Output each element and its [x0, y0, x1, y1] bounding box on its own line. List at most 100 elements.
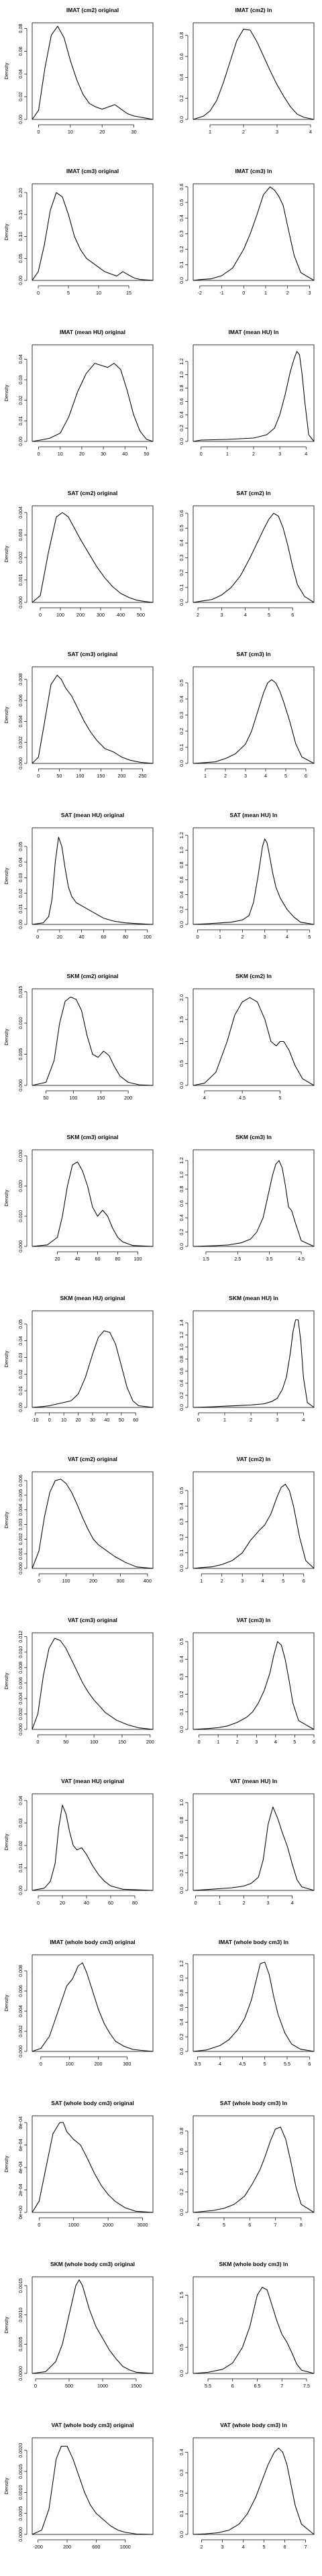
- y-tick-label: 0.006: [17, 1985, 23, 1997]
- y-tick-label: 0.004: [17, 506, 23, 519]
- x-tick-label: 200: [63, 2544, 71, 2550]
- x-tick-label: 50: [119, 1417, 124, 1423]
- x-tick-label: -2: [198, 290, 202, 296]
- y-tick-label: 0.6: [178, 398, 184, 405]
- density-curve: [193, 1160, 315, 1247]
- plot-frame: [193, 1149, 315, 1247]
- y-tick-label: 0.8: [178, 2128, 184, 2135]
- x-tick-label: 2: [286, 290, 289, 296]
- y-tick-label: 0.8: [178, 1990, 184, 1996]
- y-tick-label: 0.0: [178, 760, 184, 767]
- y-tick-label: 0.04: [17, 69, 23, 78]
- y-tick-label: 0.000: [17, 1562, 23, 1574]
- density-panel: SKM (cm2) original 50 100 150 200 0.000 0.005 0…: [3, 973, 154, 1101]
- x-tick-label: 2: [243, 1900, 246, 1906]
- panel-title: IMAT (whole body cm3) original: [50, 1939, 135, 1945]
- density-curve: [193, 2447, 315, 2535]
- x-tick-label: 300: [116, 1578, 124, 1584]
- density-curve: [193, 186, 315, 281]
- panel-title: VAT (mean HU) ln: [230, 1778, 278, 1784]
- density-panel: IMAT (cm3) original 0 5 10 15 0.00 0.05 0.10 0.1…: [3, 168, 154, 296]
- x-tick-label: 4.5: [239, 1095, 246, 1101]
- x-tick-label: 5.5: [284, 2061, 290, 2067]
- y-tick-label: 0.0010: [17, 2308, 23, 2322]
- x-tick-label: 4: [241, 2544, 244, 2550]
- density-curve: [193, 1807, 315, 1891]
- x-tick-label: 40: [75, 1256, 80, 1262]
- density-curve: [32, 837, 154, 925]
- x-tick-label: 5: [308, 934, 311, 940]
- x-tick-label: 4: [262, 1578, 264, 1584]
- y-tick-label: 0.03: [17, 1353, 23, 1362]
- density-panel: VAT (cm3) original 0 50 100 150 200 0.000 0.002…: [3, 1617, 154, 1745]
- y-tick-label: 0.5: [178, 199, 184, 206]
- x-tick-label: 7: [280, 2383, 283, 2389]
- x-tick-label: 10: [61, 1417, 66, 1423]
- y-tick-label: 0.004: [17, 715, 23, 727]
- y-axis-title: Density: [3, 1350, 9, 1367]
- y-tick-label: 1.2: [178, 832, 184, 839]
- y-axis-title: Density: [3, 1672, 9, 1689]
- density-curve: [32, 1479, 154, 1569]
- plot-frame: [32, 666, 154, 764]
- y-tick-label: 0.6: [178, 184, 184, 191]
- y-tick-label: 0.008: [17, 1662, 23, 1674]
- y-tick-label: 0.1: [178, 1709, 184, 1715]
- x-tick-label: 150: [118, 1739, 126, 1745]
- density-curve: [193, 2287, 315, 2374]
- y-tick-label: 0.3: [178, 230, 184, 237]
- x-tick-label: 4: [309, 129, 312, 135]
- y-tick-label: 0.0: [178, 1082, 184, 1089]
- panel-title: VAT (cm2) original: [68, 1456, 117, 1462]
- y-tick-label: 0.8: [178, 1817, 184, 1823]
- y-tick-label: 0.04: [17, 1796, 23, 1805]
- plot-frame: [193, 1954, 315, 2052]
- y-tick-label: 1.0: [178, 1344, 184, 1350]
- x-tick-label: 20: [76, 1417, 81, 1423]
- x-tick-label: 600: [92, 2544, 100, 2550]
- y-tick-label: 1.4: [178, 1320, 184, 1326]
- plot-frame: [193, 344, 315, 442]
- y-tick-label: 0.01: [17, 1864, 23, 1873]
- x-tick-label: 4: [203, 1095, 206, 1101]
- density-curve: [32, 1330, 154, 1408]
- x-tick-label: 500: [65, 2383, 73, 2389]
- density-panel: SKM (cm3) original 20 40 60 80 100 0.000 0.010 0…: [3, 1134, 154, 1262]
- y-tick-label: 0.3: [178, 2469, 184, 2476]
- y-tick-label: 0.000: [17, 1723, 23, 1735]
- density-panel: SAT (cm2) ln 2 3 4 5 6 0.0 0.1 0.2 0.3 0.4 0.5 0.6: [178, 490, 315, 618]
- y-tick-label: 0.012: [17, 1631, 23, 1643]
- density-panel: SAT (cm3) ln 1 2 3 4 5 6 0.0 0.1 0.2 0.3 0.4 0.5: [178, 651, 315, 779]
- x-tick-label: 5: [282, 1578, 284, 1584]
- x-tick-label: 0: [200, 451, 203, 457]
- x-tick-label: 6.5: [254, 2383, 261, 2389]
- y-axis-title: Density: [3, 2477, 9, 2494]
- y-tick-label: 4e-04: [17, 2161, 23, 2174]
- x-tick-label: 0: [36, 1739, 39, 1745]
- x-tick-label: 20: [57, 934, 62, 940]
- x-tick-label: 6: [303, 1578, 305, 1584]
- plot-frame: [32, 1954, 154, 2052]
- plot-frame: [32, 1793, 154, 1891]
- x-tick-label: 50: [144, 451, 149, 457]
- y-tick-label: 0.08: [17, 23, 23, 33]
- y-tick-label: 1.0: [178, 1171, 184, 1178]
- y-tick-label: 0.04: [17, 857, 23, 867]
- panel-title: IMAT (mean HU) ln: [229, 329, 279, 335]
- panel-title: VAT (cm3) original: [68, 1617, 117, 1623]
- panel-title: SAT (whole body cm3) ln: [220, 2100, 287, 2106]
- y-tick-label: 0.2: [178, 95, 184, 102]
- density-panel: IMAT (mean HU) ln 0 1 2 3 4 0.0 0.2 0.4 0.6 0.8 1.0…: [178, 329, 315, 457]
- y-tick-label: 0.005: [17, 1049, 23, 1061]
- x-tick-label: 1: [209, 129, 211, 135]
- y-tick-label: 0.000: [17, 1240, 23, 1252]
- density-panel: SAT (whole body cm3) original 0 1000 2000 30…: [3, 2100, 154, 2228]
- x-tick-label: 0: [40, 2061, 42, 2067]
- y-tick-label: 0.000: [17, 757, 23, 769]
- x-tick-label: 30: [101, 451, 106, 457]
- x-tick-label: 20: [60, 1900, 65, 1906]
- y-tick-label: 0.0: [178, 1887, 184, 1894]
- x-tick-label: 40: [84, 1900, 89, 1906]
